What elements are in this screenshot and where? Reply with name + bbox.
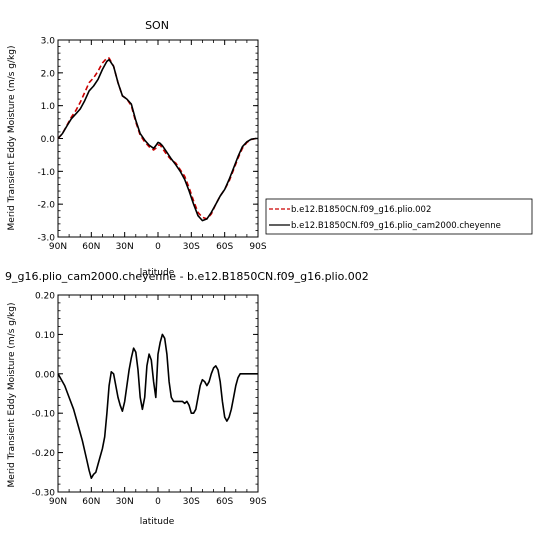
top-y-tick-label: 2.0 (41, 69, 56, 79)
top-x-axis-label: latitude (140, 268, 175, 278)
bottom-x-tick-label: 90N (49, 497, 67, 507)
bottom-y-tick-label: 0.10 (35, 331, 55, 341)
top-series-line-0 (57, 57, 258, 220)
bottom-y-tick-label: -0.20 (32, 449, 56, 459)
top-x-tick-label: 90N (49, 242, 67, 252)
top-y-tick-label: -3.0 (37, 234, 55, 244)
bottom-x-tick-label: 60N (82, 497, 100, 507)
legend-label-plio002: b.e12.B1850CN.f09_g16.plio.002 (291, 205, 431, 215)
top-y-tick-label: -2.0 (37, 201, 55, 211)
bottom-chart-title: 9_g16.plio_cam2000.cheyenne - b.e12.B185… (5, 270, 369, 283)
bottom-panel: 9_g16.plio_cam2000.cheyenne - b.e12.B185… (5, 270, 369, 527)
bottom-x-tick-label: 30S (183, 497, 200, 507)
top-y-tick-label: 1.0 (41, 102, 56, 112)
top-x-tick-label: 60S (216, 242, 233, 252)
legend: b.e12.B1850CN.f09_g16.plio.002 b.e12.B18… (265, 198, 533, 235)
top-y-tick-label: -1.0 (37, 168, 55, 178)
bottom-y-tick-label: 0.20 (35, 292, 55, 302)
bottom-x-tick-label: 0 (155, 497, 161, 507)
top-y-tick-label: 3.0 (41, 37, 56, 47)
top-x-tick-label: 30S (183, 242, 200, 252)
bottom-y-tick-label: -0.30 (32, 489, 56, 499)
top-x-tick-label: 90S (249, 242, 266, 252)
top-x-tick-label: 60N (82, 242, 100, 252)
bottom-x-tick-label: 60S (216, 497, 233, 507)
bottom-y-axis-label: Merid Transient Eddy Moisture (m/s g/kg) (7, 303, 17, 488)
top-y-axis-label: Merid Transient Eddy Moisture (m/s g/kg) (7, 46, 17, 231)
bottom-y-tick-label: -0.10 (32, 410, 56, 420)
bottom-series-line-0 (57, 333, 258, 480)
top-series-line-1 (57, 58, 258, 222)
top-panel: SON 90N 60N 30N 0 30S 60S 90S 3.0 2.0 1.0 0.0 -1.0 -… (7, 19, 267, 278)
top-plot-frame (57, 39, 259, 238)
legend-box (265, 198, 533, 235)
bottom-y-tick-label: 0.00 (35, 370, 55, 380)
top-plot-area: 90N 60N 30N 0 30S 60S 90S 3.0 2.0 1.0 0.0 -1.0 -2.0 -… (37, 37, 266, 253)
bottom-x-tick-label: 90S (249, 497, 266, 507)
top-x-tick-label: 30N (116, 242, 134, 252)
top-x-tick-label: 0 (155, 242, 161, 252)
top-y-tick-label: 0.0 (41, 135, 56, 145)
legend-label-cam2000: b.e12.B1850CN.f09_g16.plio_cam2000.cheye… (291, 221, 501, 231)
top-chart-title: SON (145, 19, 169, 32)
bottom-x-tick-label: 30N (116, 497, 134, 507)
bottom-x-axis-label: latitude (140, 517, 175, 527)
bottom-plot-area: 90N 60N 30N 0 30S 60S 90S 0.20 0.10 0.00 -0.10 -0.2… (32, 292, 267, 508)
